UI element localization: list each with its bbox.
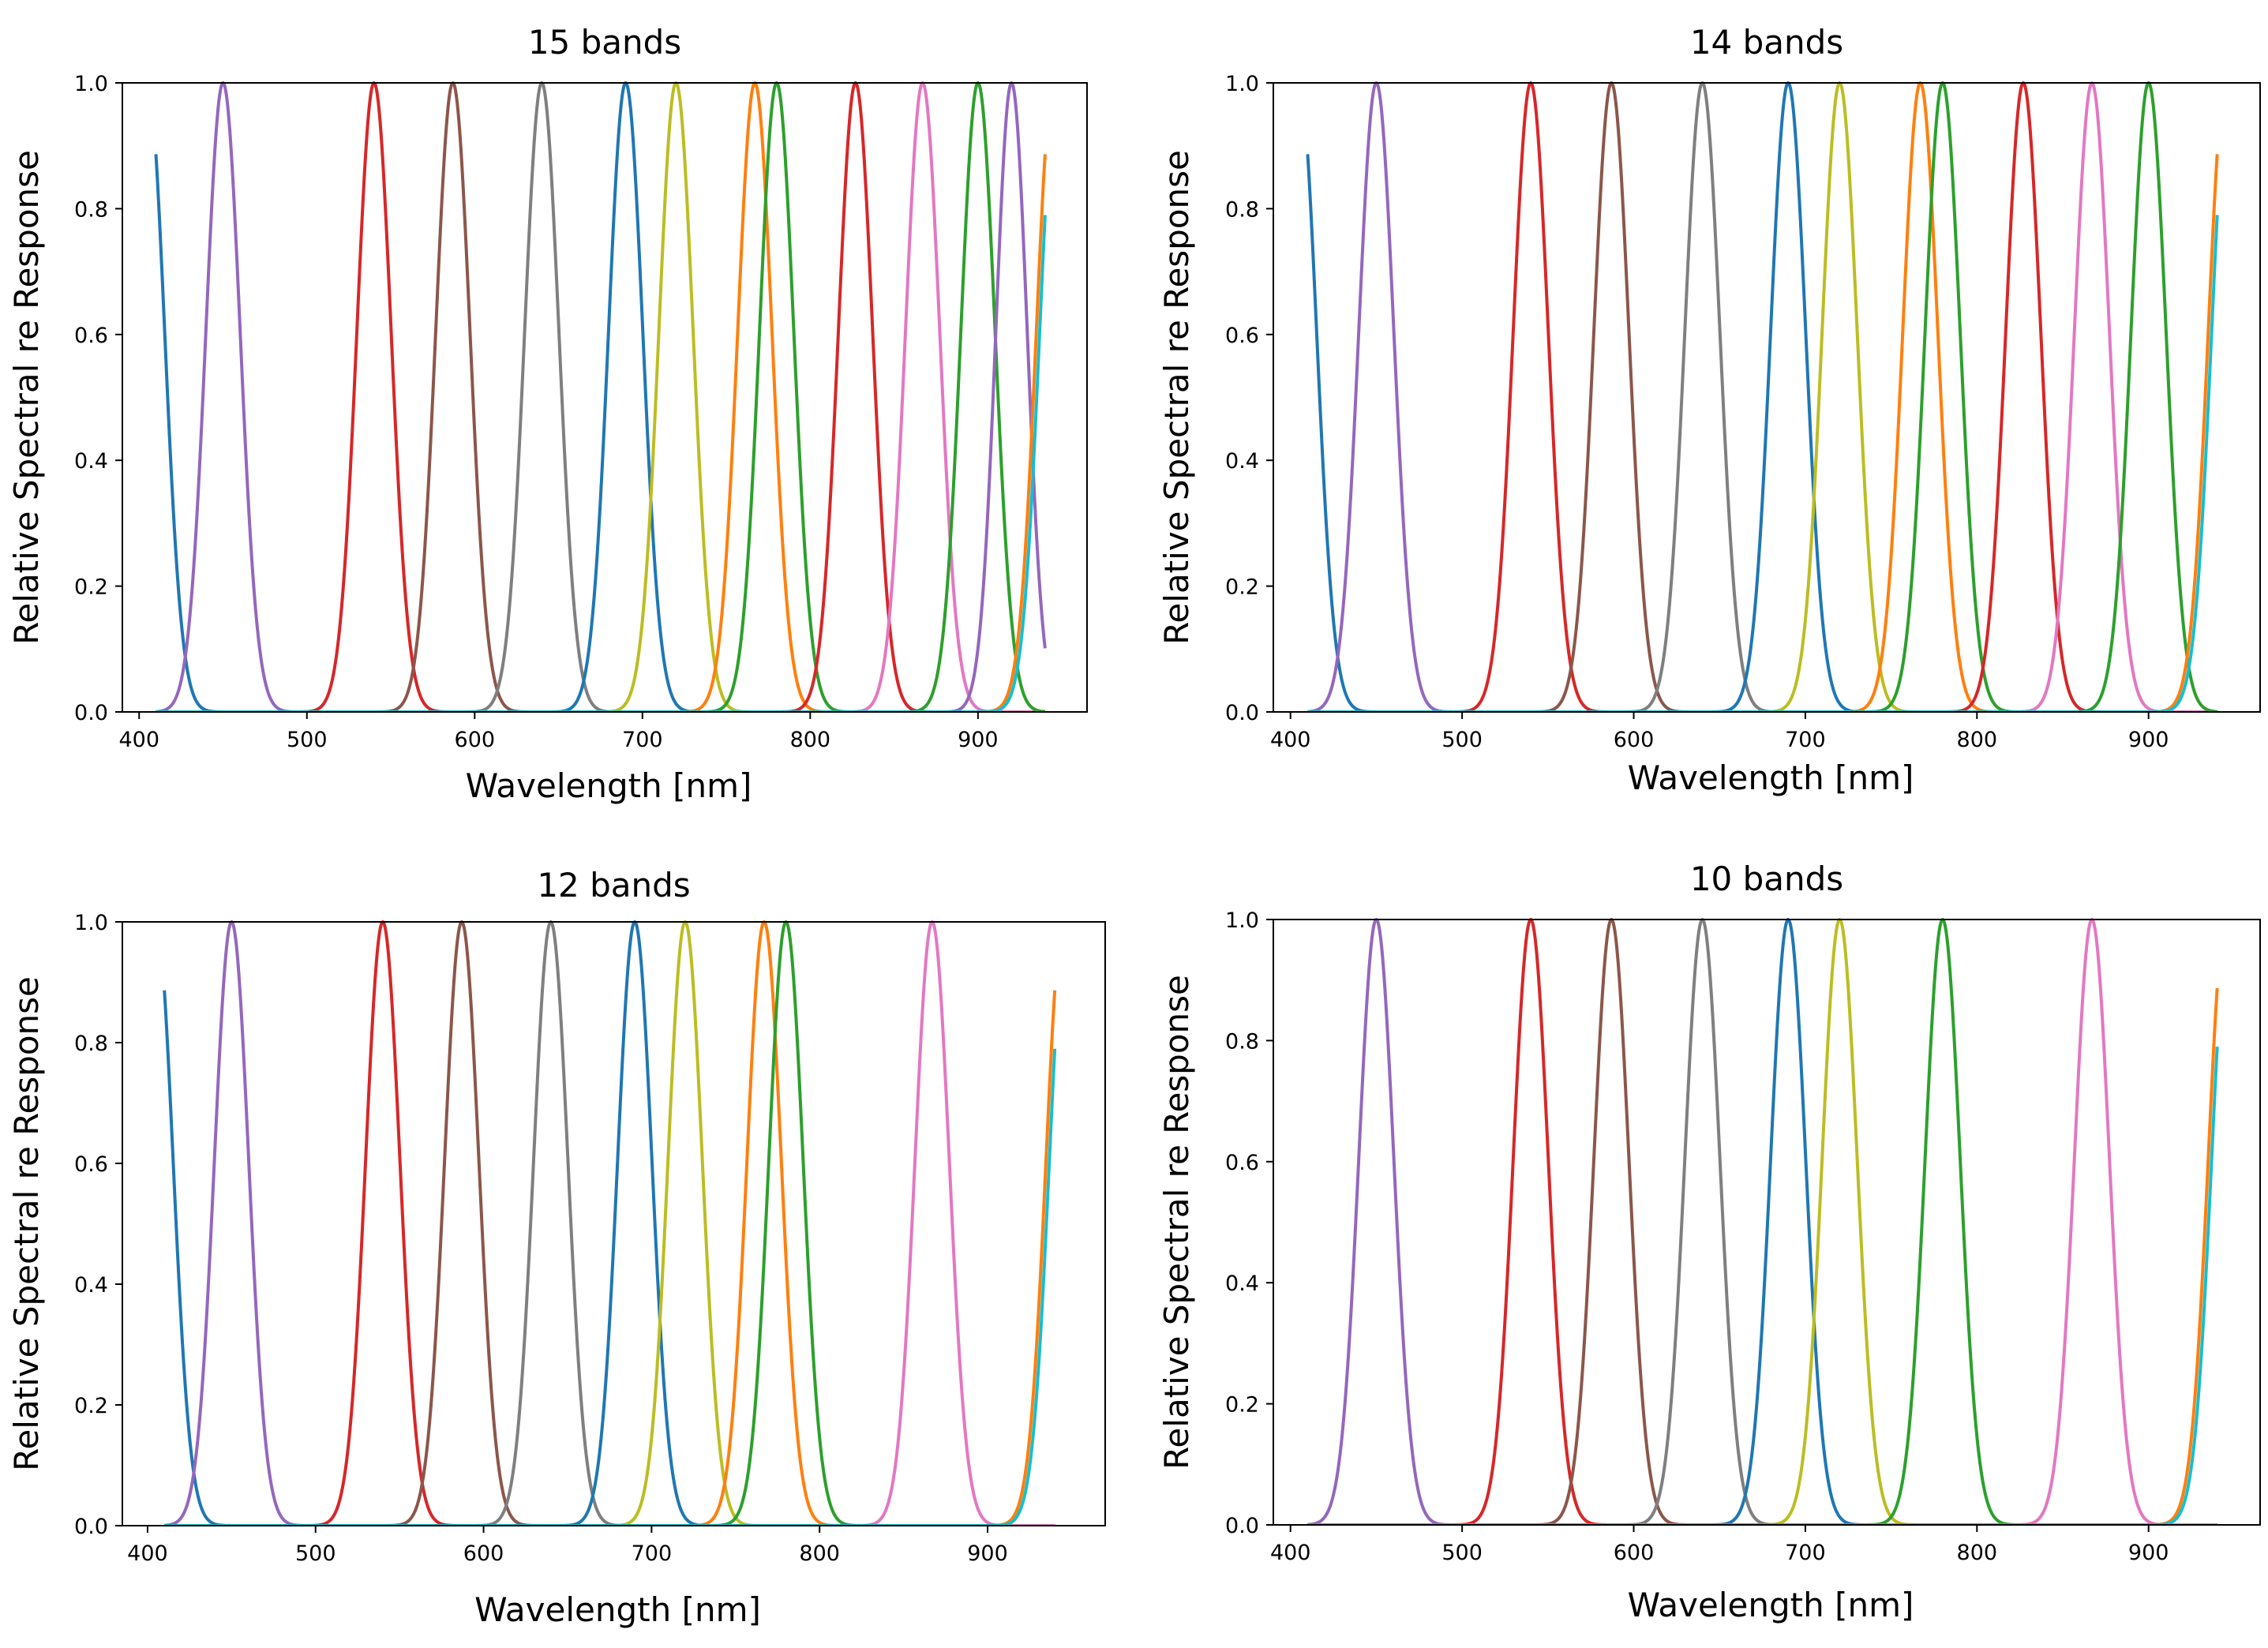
y-axis-label: Relative Spectral re Response: [7, 976, 46, 1471]
band-curve-867nm: [163, 920, 1056, 1526]
band-curve-867nm: [1306, 81, 2218, 712]
chart-title: 12 bands: [537, 866, 690, 905]
x-tick-label: 800: [799, 1541, 840, 1566]
y-tick-label: 0.6: [1225, 1151, 1259, 1175]
band-curve-827nm: [155, 81, 1046, 712]
x-tick-label: 500: [1441, 728, 1483, 752]
x-tick-label: 600: [455, 728, 496, 752]
y-tick-label: 0.2: [74, 575, 108, 600]
y-tick-label: 1.0: [1225, 72, 1259, 96]
x-tick-label: 600: [463, 1541, 504, 1566]
band-curve-867nm: [1306, 918, 2218, 1525]
y-tick-label: 1.0: [74, 911, 108, 935]
x-tick-label: 400: [127, 1541, 168, 1566]
band-curve-640nm: [155, 81, 1046, 712]
y-axis-label: Relative Spectral re Response: [1157, 150, 1196, 645]
band-curve-867nm: [155, 81, 1046, 712]
x-tick-label: 500: [287, 728, 328, 752]
x-tick-label: 700: [1785, 1541, 1826, 1565]
x-tick-label: 900: [958, 728, 999, 752]
x-tick-label: 600: [1614, 1541, 1655, 1565]
plot-frame: [122, 921, 1106, 1526]
band-curve-640nm: [1306, 918, 2218, 1525]
y-tick-label: 0.2: [1225, 1393, 1259, 1418]
y-tick-label: 0.4: [74, 1273, 108, 1298]
y-tick-label: 0.0: [74, 701, 108, 725]
x-axis-label: Wavelength [nm]: [474, 1590, 761, 1629]
y-tick-label: 0.6: [74, 1152, 108, 1177]
y-tick-label: 0.2: [74, 1394, 108, 1418]
x-tick-label: 800: [1957, 1541, 1998, 1565]
y-tick-label: 0.6: [74, 324, 108, 348]
band-curve-690nm: [163, 920, 1056, 1526]
plot-frame: [1273, 919, 2261, 1526]
band-curve-690nm: [1306, 918, 2218, 1525]
y-tick-label: 1.0: [74, 72, 108, 96]
y-tick-label: 0.8: [74, 197, 108, 222]
band-curve-640nm: [163, 920, 1056, 1526]
y-tick-label: 1.0: [1225, 908, 1259, 933]
x-tick-label: 800: [1957, 728, 1998, 752]
y-tick-label: 0.4: [1225, 1272, 1259, 1296]
y-tick-label: 0.4: [74, 449, 108, 474]
x-tick-label: 700: [632, 1541, 673, 1566]
x-tick-label: 900: [2128, 728, 2169, 752]
x-tick-label: 500: [295, 1541, 336, 1566]
chart-title: 14 bands: [1690, 23, 1843, 62]
y-tick-label: 0.6: [1225, 324, 1259, 348]
x-tick-label: 400: [1270, 1541, 1311, 1565]
y-axis-label: Relative Spectral re Response: [7, 150, 46, 645]
plot-frame: [122, 82, 1088, 713]
band-curve-827nm: [1306, 81, 2218, 712]
x-tick-label: 700: [622, 728, 663, 752]
x-axis-label: Wavelength [nm]: [466, 766, 752, 805]
y-tick-label: 0.8: [1225, 197, 1259, 222]
y-tick-label: 0.0: [1225, 1514, 1259, 1538]
band-curve-690nm: [1306, 81, 2218, 712]
y-tick-label: 0.2: [1225, 575, 1259, 600]
x-tick-label: 600: [1614, 728, 1655, 752]
band-curve-690nm: [155, 81, 1046, 712]
x-axis-label: Wavelength [nm]: [1628, 1586, 1914, 1624]
y-tick-label: 0.4: [1225, 449, 1259, 474]
x-tick-label: 900: [2128, 1541, 2169, 1565]
band-curve-945nm: [1306, 987, 2219, 1525]
chart-title: 10 bands: [1690, 860, 1843, 898]
y-tick-label: 0.0: [74, 1515, 108, 1539]
chart-title: 15 bands: [528, 23, 681, 62]
x-tick-label: 900: [967, 1541, 1008, 1566]
plot-frame: [1273, 82, 2261, 713]
x-tick-label: 400: [118, 728, 159, 752]
x-tick-label: 800: [790, 728, 831, 752]
curves-group: [1306, 918, 2219, 1525]
y-tick-label: 0.0: [1225, 701, 1259, 725]
y-axis-label: Relative Spectral re Response: [1157, 975, 1196, 1470]
x-tick-label: 700: [1785, 728, 1826, 752]
x-tick-label: 400: [1270, 728, 1311, 752]
x-tick-label: 500: [1441, 1541, 1483, 1565]
band-curve-640nm: [1306, 81, 2218, 712]
x-axis-label: Wavelength [nm]: [1628, 758, 1914, 797]
y-tick-label: 0.8: [1225, 1029, 1259, 1054]
band-curve-947nm: [1306, 1047, 2219, 1525]
y-tick-label: 0.8: [74, 1032, 108, 1056]
